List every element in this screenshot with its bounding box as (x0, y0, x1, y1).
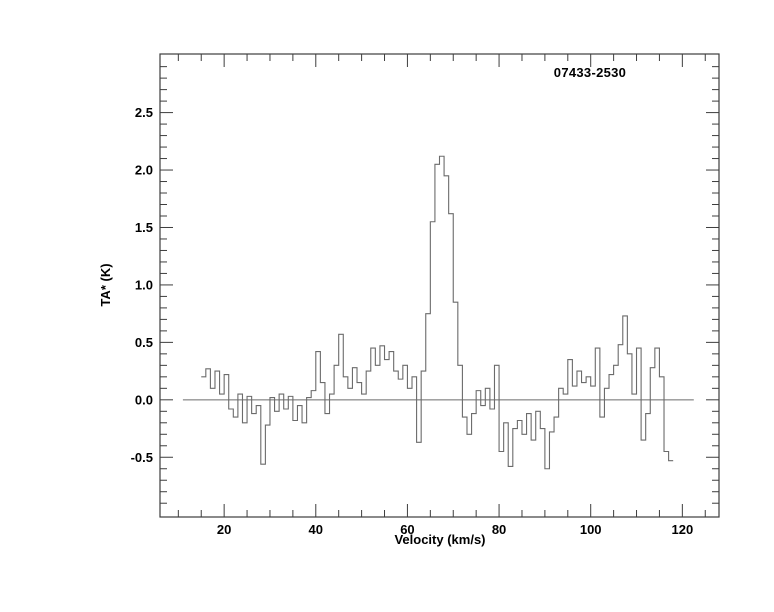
x-tick-label: 40 (309, 522, 323, 537)
y-tick-label: 0.5 (135, 335, 153, 350)
y-tick-label: 2.5 (135, 105, 153, 120)
x-tick-label: 60 (400, 522, 414, 537)
plot-frame (159, 53, 720, 518)
y-axis-label: TA* (K) (98, 263, 113, 307)
x-tick-label: 80 (492, 522, 506, 537)
source-title: 07433-2530 (553, 65, 627, 80)
y-tick-label: -0.5 (131, 450, 153, 465)
y-tick-label: 2.0 (135, 163, 153, 178)
y-tick-label: 1.0 (135, 277, 153, 292)
x-axis-label: Velocity (km/s) (394, 532, 486, 547)
y-tick-label: 0.0 (135, 392, 153, 407)
x-tick-label: 20 (217, 522, 231, 537)
x-tick-label: 100 (580, 522, 602, 537)
y-tick-label: 1.5 (135, 220, 153, 235)
x-tick-label: 120 (671, 522, 693, 537)
spectrum-trace (201, 155, 674, 470)
